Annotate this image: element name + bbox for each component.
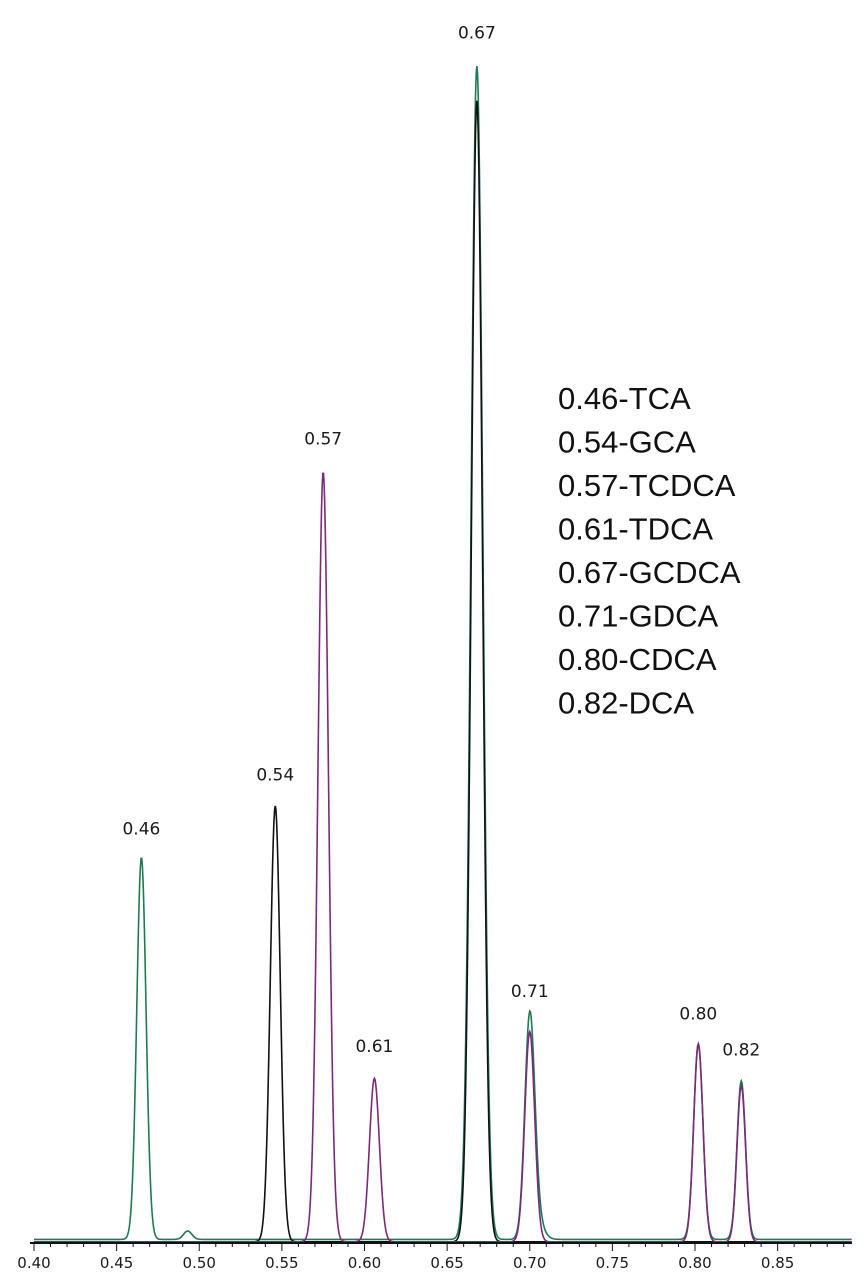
- legend-entry: 0.46-TCA: [558, 381, 691, 416]
- peak-label: 0.46: [122, 820, 160, 840]
- x-tick-label: 0.45: [100, 1254, 133, 1272]
- legend: 0.46-TCA 0.54-GCA 0.57-TCDCA 0.61-TDCA 0.67-…: [558, 381, 741, 721]
- legend-entry: 0.71-GDCA: [558, 599, 719, 634]
- legend-entry: 0.80-CDCA: [558, 642, 717, 677]
- peak-label: 0.61: [355, 1037, 393, 1057]
- x-tick-label: 0.75: [596, 1254, 629, 1272]
- series-line-green-trace: [34, 65, 852, 1241]
- x-tick-label: 0.80: [678, 1254, 711, 1272]
- peak-label-layer: 0.46 0.54 0.57 0.61 0.67 0.71 0.800.82: [122, 23, 760, 1060]
- x-tick-label: 0.50: [183, 1254, 216, 1272]
- trace-layer: [34, 65, 852, 1243]
- legend-entry: 0.82-DCA: [558, 686, 694, 721]
- peak-label: 0.67: [458, 23, 496, 43]
- legend-entry: 0.67-GCDCA: [558, 555, 741, 590]
- series-line-purple-trace: [34, 472, 852, 1243]
- peak-label: 0.54: [256, 766, 294, 786]
- peak-label: 0.57: [304, 429, 342, 449]
- legend-entry: 0.61-TDCA: [558, 512, 713, 547]
- x-tick-label: 0.70: [513, 1254, 546, 1272]
- x-tick-label: 0.60: [348, 1254, 381, 1272]
- x-tick-label: 0.65: [430, 1254, 463, 1272]
- peak-label: 0.71: [511, 982, 549, 1002]
- x-tick-label: 0.40: [17, 1254, 50, 1272]
- series-line-black-trace: [34, 100, 852, 1243]
- legend-entry: 0.54-GCA: [558, 425, 696, 460]
- x-tick-label: 0.55: [265, 1254, 298, 1272]
- x-tick-label: 0.85: [761, 1254, 794, 1272]
- peak-label: 0.82: [722, 1041, 760, 1061]
- peak-label: 0.80: [679, 1005, 717, 1025]
- legend-entry: 0.57-TCDCA: [558, 468, 736, 503]
- x-axis: 0.40 0.45 0.50 0.55 0.60 0.65 0.70 0.75 0.80 0.85: [17, 1242, 852, 1272]
